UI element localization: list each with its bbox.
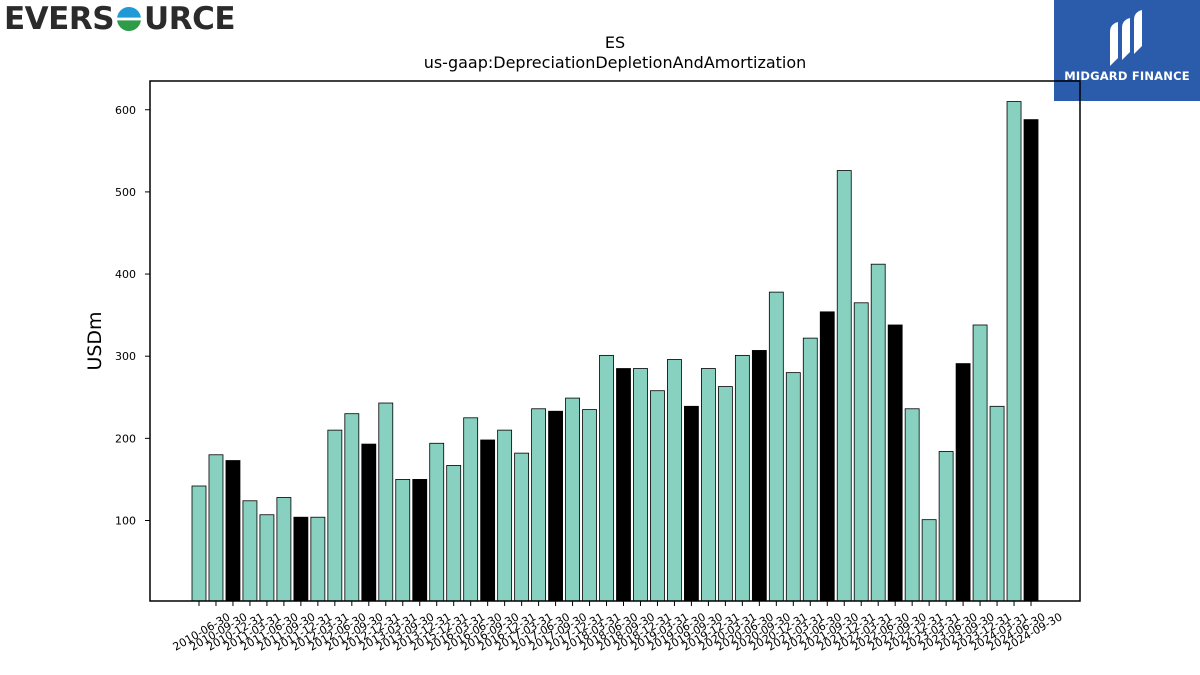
bar <box>768 291 784 602</box>
chart-title: ES <box>605 33 625 52</box>
bar <box>751 350 767 602</box>
bar <box>344 413 360 602</box>
bar <box>785 372 801 602</box>
bar <box>446 465 462 602</box>
bar <box>734 354 750 602</box>
y-tick-label: 600 <box>115 104 136 117</box>
plot-area: 1002003004005006002010-06-302010-09-3020… <box>115 101 1065 654</box>
bar <box>514 452 530 602</box>
midgard-finance-logo: MIDGARD FINANCE <box>1054 0 1200 101</box>
y-axis-label: USDm <box>84 311 106 370</box>
bar <box>395 479 411 602</box>
bar <box>191 485 207 602</box>
midgard-mark-icon <box>1110 10 1142 66</box>
bar <box>887 324 903 602</box>
bar <box>327 429 343 602</box>
bar <box>259 514 275 602</box>
bar <box>276 497 292 602</box>
plot-frame <box>149 80 1081 602</box>
bar <box>242 500 258 602</box>
bar <box>225 460 241 602</box>
y-tick-label: 200 <box>115 432 136 445</box>
y-tick-label: 300 <box>115 350 136 363</box>
bar <box>955 363 971 602</box>
bar <box>531 408 546 602</box>
bar <box>497 429 513 602</box>
bar <box>667 359 682 602</box>
bar <box>684 405 699 602</box>
bar <box>293 516 309 602</box>
y-tick-label: 500 <box>115 186 136 199</box>
bar <box>904 408 920 602</box>
bar <box>616 368 631 602</box>
bar <box>633 368 648 602</box>
logo-text-part2: URCE <box>144 1 236 37</box>
bar <box>1006 101 1022 602</box>
y-tick-label: 400 <box>115 268 136 281</box>
bar <box>819 311 835 602</box>
bar <box>599 354 614 602</box>
bar <box>548 410 563 602</box>
eversource-globe-icon <box>117 7 142 31</box>
bar <box>429 442 445 602</box>
bar <box>310 516 326 602</box>
midgard-brand-text: MIDGARD FINANCE <box>1064 69 1190 83</box>
bar <box>463 417 479 602</box>
bar <box>565 397 580 602</box>
bar <box>582 409 597 602</box>
bar <box>1023 119 1039 602</box>
bar <box>717 386 733 602</box>
bar <box>208 454 224 602</box>
eversource-logo: EVERS URCE <box>4 1 236 37</box>
bar <box>921 519 937 602</box>
bar <box>989 405 1005 602</box>
bar <box>972 324 988 602</box>
bar <box>938 451 954 602</box>
bar <box>836 170 852 602</box>
logo-text-part1: EVERS <box>4 1 115 37</box>
y-tick-label: 100 <box>115 514 136 527</box>
bar <box>378 402 394 602</box>
bar <box>361 443 377 602</box>
bar <box>650 390 665 602</box>
bar <box>480 439 496 602</box>
bar <box>701 368 716 602</box>
bar <box>870 263 886 602</box>
chart-subtitle: us-gaap:DepreciationDepletionAndAmortiza… <box>424 53 807 72</box>
bar <box>802 337 818 602</box>
bar <box>412 479 428 602</box>
bar <box>853 302 869 602</box>
